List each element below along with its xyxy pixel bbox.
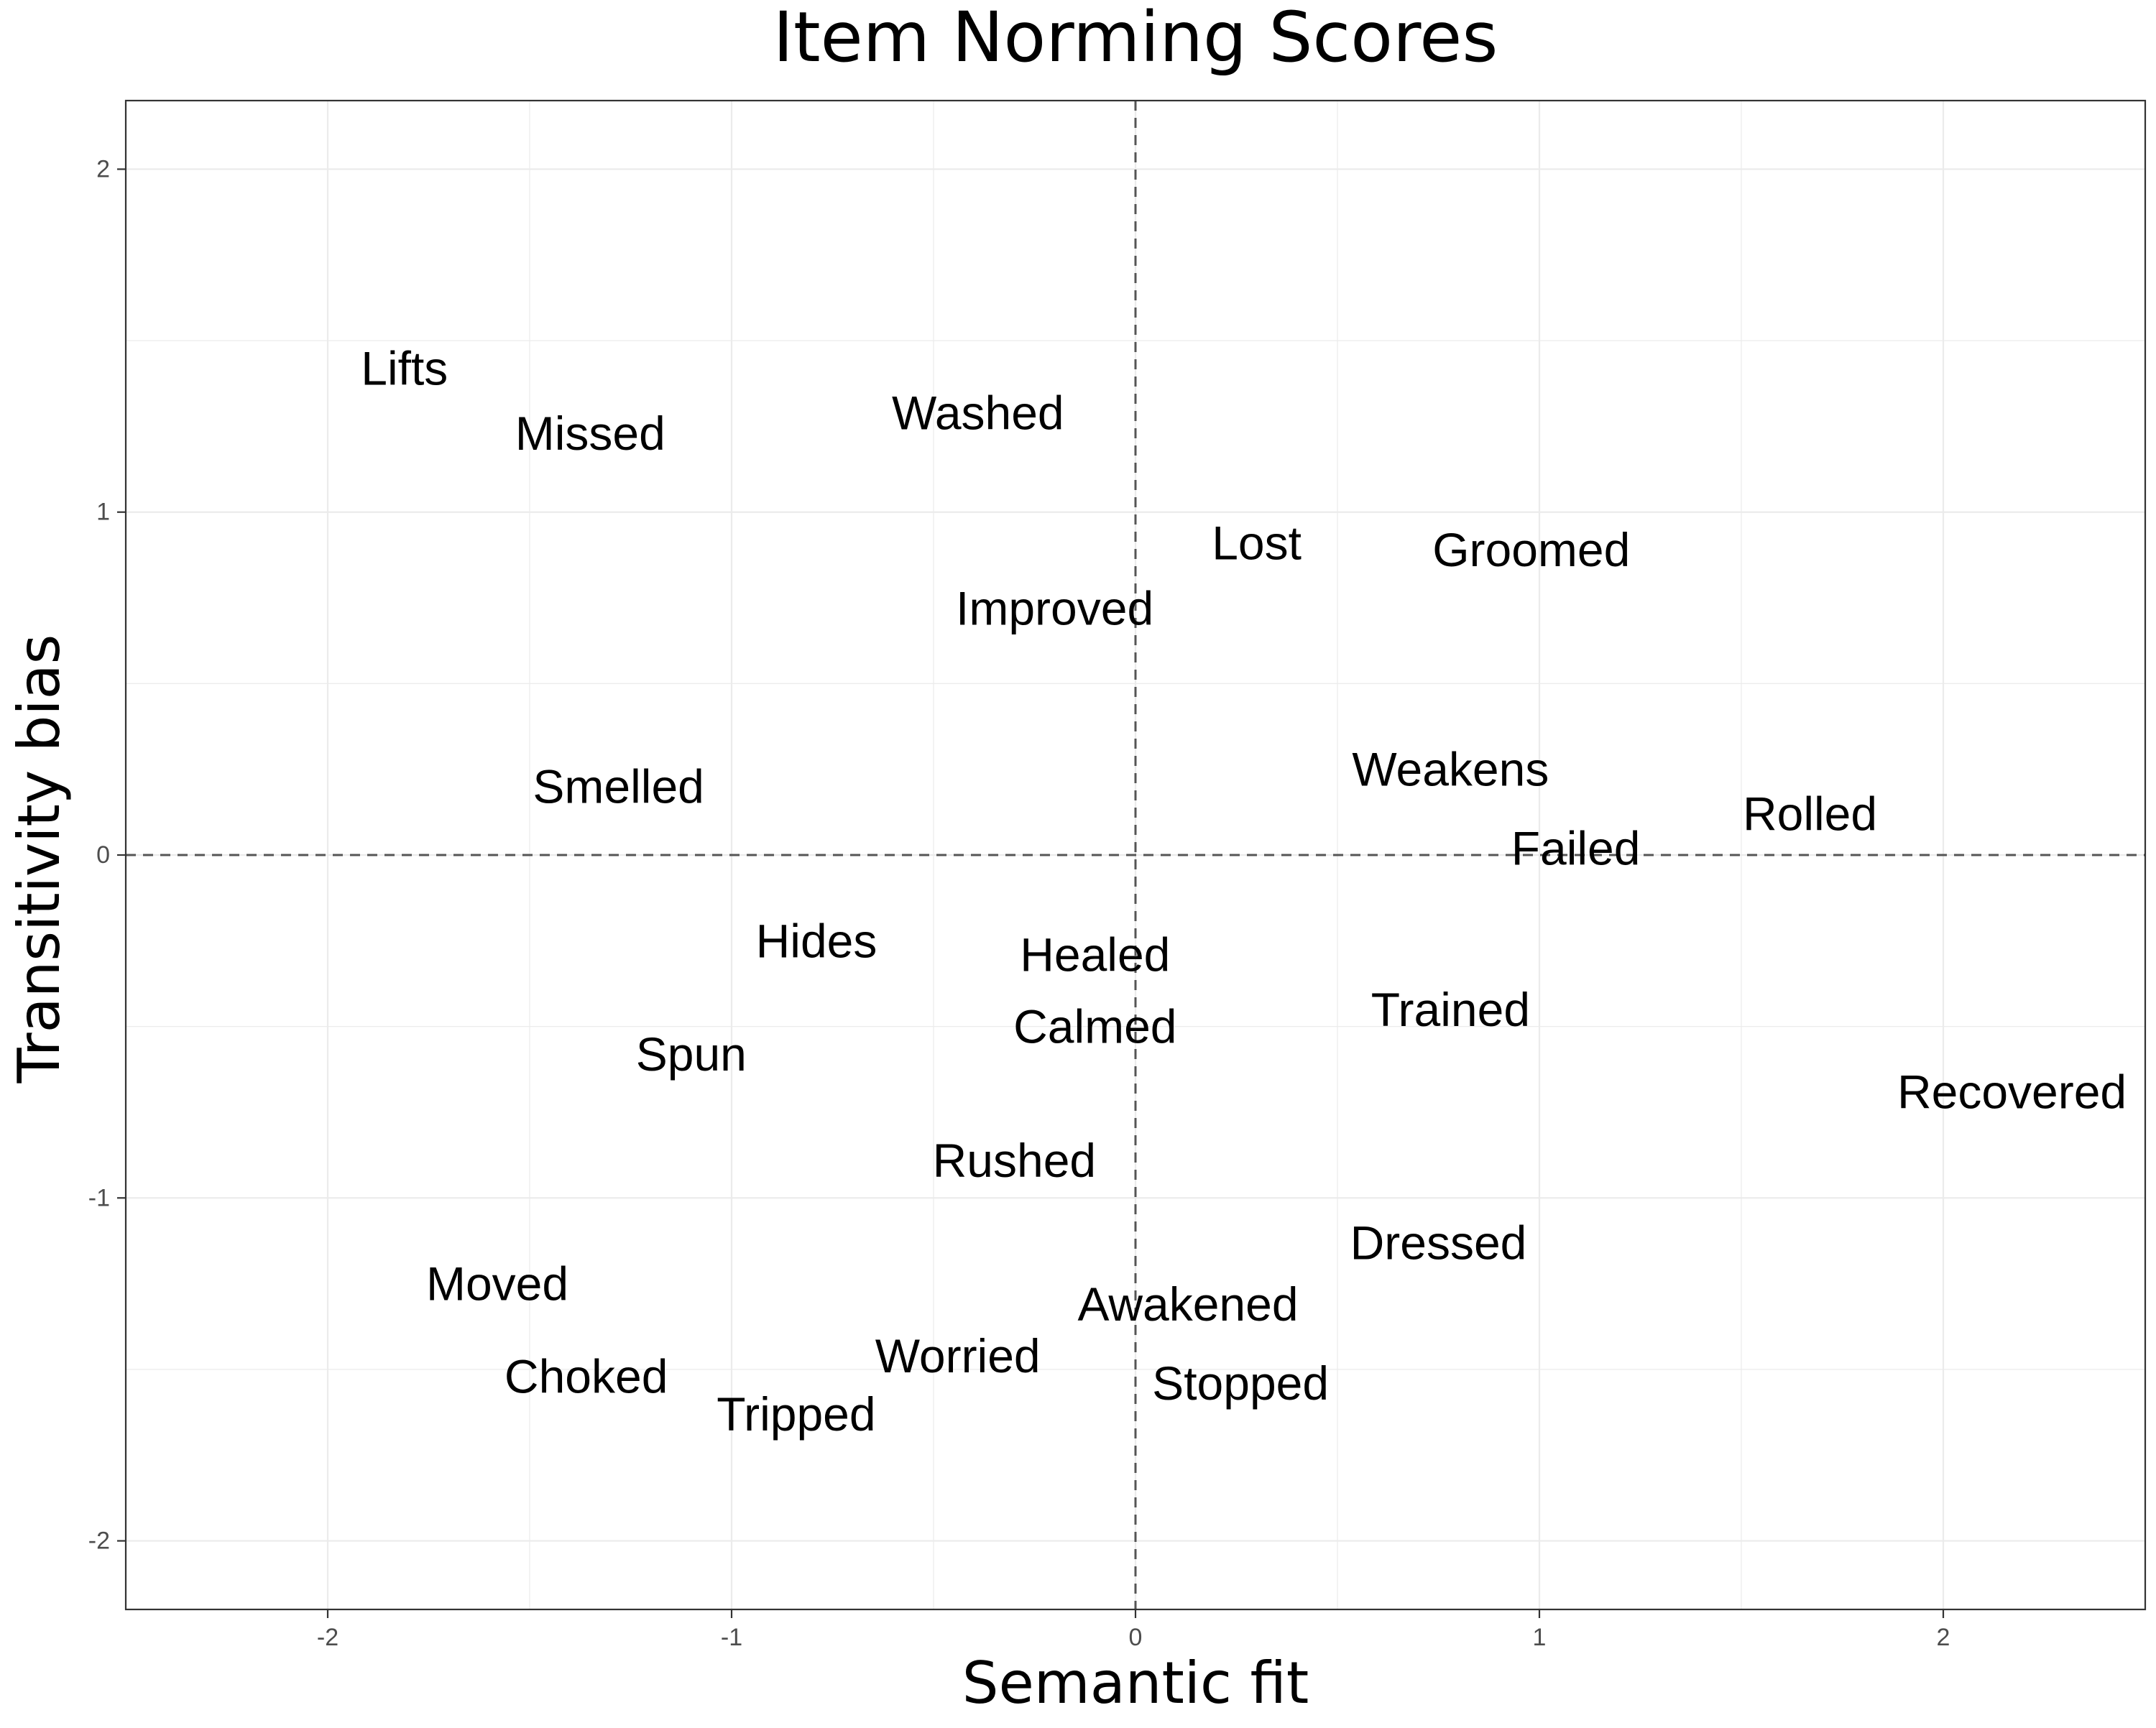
point-label: Tripped xyxy=(717,1387,875,1441)
point-label: Stopped xyxy=(1152,1357,1329,1410)
point-label: Moved xyxy=(426,1257,568,1311)
x-tick-label: 0 xyxy=(1129,1624,1143,1651)
y-tick-label: 1 xyxy=(96,499,110,526)
y-tick-label: 2 xyxy=(96,155,110,182)
point-label: Rushed xyxy=(933,1134,1097,1187)
point-label: Calmed xyxy=(1013,1000,1176,1053)
point-label: Rolled xyxy=(1743,787,1877,841)
axes: -2 -1 0 1 2 -2 -1 0 1 2 xyxy=(88,155,1950,1651)
point-label: Choked xyxy=(505,1349,668,1403)
x-tick-label: -2 xyxy=(317,1624,338,1651)
point-label: Hides xyxy=(756,914,877,967)
reference-lines xyxy=(126,101,2145,1609)
x-tick-label: 2 xyxy=(1937,1624,1950,1651)
x-axis-title: Semantic fit xyxy=(962,1650,1309,1717)
point-label: Lost xyxy=(1212,517,1302,570)
y-tick-label: 0 xyxy=(96,841,110,869)
x-tick-label: -1 xyxy=(721,1624,742,1651)
point-label: Washed xyxy=(892,386,1064,439)
point-label: Missed xyxy=(515,407,665,460)
x-tick-label: 1 xyxy=(1533,1624,1547,1651)
point-label: Improved xyxy=(956,581,1153,634)
point-label: Awakened xyxy=(1078,1277,1299,1331)
point-labels: Lifts Missed Washed Lost Groomed Improved Smel… xyxy=(361,341,2127,1441)
point-label: Groomed xyxy=(1432,523,1630,576)
y-axis-title: Transitivity bias xyxy=(6,634,73,1084)
point-label: Lifts xyxy=(361,341,448,394)
point-label: Worried xyxy=(875,1329,1041,1382)
y-tick-label: -2 xyxy=(88,1528,110,1555)
point-label: Weakens xyxy=(1352,743,1549,796)
point-label: Recovered xyxy=(1897,1065,2127,1118)
chart-title: Item Norming Scores xyxy=(773,0,1498,78)
point-label: Failed xyxy=(1511,821,1641,874)
point-label: Spun xyxy=(636,1027,747,1081)
point-label: Healed xyxy=(1020,928,1170,981)
point-label: Dressed xyxy=(1350,1216,1527,1269)
point-label: Trained xyxy=(1371,983,1530,1036)
y-tick-label: -1 xyxy=(88,1184,110,1211)
point-label: Smelled xyxy=(533,760,704,813)
